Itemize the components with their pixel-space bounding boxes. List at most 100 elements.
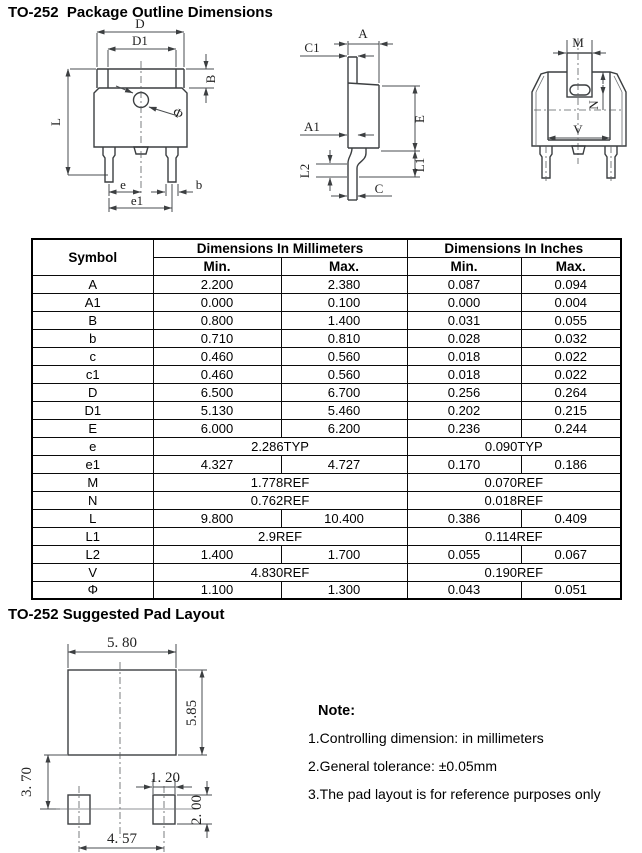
in-min-cell: 0.055: [406, 544, 522, 564]
mm-max-cell: 4.727: [280, 454, 408, 474]
pad-layout-title: TO-252 Suggested Pad Layout: [8, 606, 225, 623]
header-symbol: Symbol: [31, 238, 154, 276]
in-span-cell: 0.018REF: [406, 490, 622, 510]
dimensions-table: Symbol Dimensions In Millimeters Dimensi…: [31, 238, 623, 600]
symbol-cell: A: [31, 274, 154, 294]
symbol-cell: B: [31, 310, 154, 330]
symbol-cell: N: [31, 490, 154, 510]
in-max-cell: 0.055: [520, 310, 622, 330]
in-max-cell: 0.094: [520, 274, 622, 294]
in-max-cell: 0.032: [520, 328, 622, 348]
mm-max-cell: 6.700: [280, 382, 408, 402]
in-min-cell: 0.028: [406, 328, 522, 348]
mm-max-cell: 10.400: [280, 508, 408, 528]
mm-max-cell: 6.200: [280, 418, 408, 438]
mm-span-cell: 1.778REF: [152, 472, 408, 492]
in-max-cell: 0.244: [520, 418, 622, 438]
pad-dim-width: 5. 80: [107, 635, 137, 651]
mm-min-cell: 9.800: [152, 508, 282, 528]
front-view: D D1 Φ B L e e1: [48, 16, 218, 212]
dim-label-e1: e1: [131, 193, 143, 208]
mm-min-cell: 0.710: [152, 328, 282, 348]
mm-min-cell: 0.000: [152, 292, 282, 312]
dims-tbody: A 2.200 2.380 0.087 0.094 A1 0.000 0.100 0.000 0.…: [31, 274, 622, 600]
mm-span-cell: 2.286TYP: [152, 436, 408, 456]
table-row: L2 1.400 1.700 0.055 0.067: [31, 544, 622, 564]
mm-max-cell: 0.100: [280, 292, 408, 312]
page-title: TO-252 Package Outline Dimensions: [8, 4, 273, 21]
dim-label-A1: A1: [304, 119, 320, 134]
in-max-cell: 0.067: [520, 544, 622, 564]
in-min-cell: 0.386: [406, 508, 522, 528]
symbol-cell: D: [31, 382, 154, 402]
mm-max-cell: 1.400: [280, 310, 408, 330]
mm-min-cell: 0.460: [152, 364, 282, 384]
dim-label-B: B: [203, 74, 218, 83]
dim-label-N: N: [586, 100, 601, 110]
in-max-cell: 0.022: [520, 364, 622, 384]
in-min-cell: 0.031: [406, 310, 522, 330]
mm-min-cell: 1.400: [152, 544, 282, 564]
symbol-cell: M: [31, 472, 154, 492]
table-row: e 2.286TYP 0.090TYP: [31, 436, 622, 456]
table-row: Φ 1.100 1.300 0.043 0.051: [31, 580, 622, 600]
dim-label-phi: Φ: [171, 104, 186, 122]
table-header: Symbol Dimensions In Millimeters Dimensi…: [31, 238, 622, 276]
mm-max-cell: 0.560: [280, 364, 408, 384]
in-max-cell: 0.215: [520, 400, 622, 420]
in-max-cell: 0.051: [520, 580, 622, 600]
pad-dim-offset: 3. 70: [19, 767, 35, 797]
header-in-max: Max.: [520, 256, 622, 276]
symbol-cell: A1: [31, 292, 154, 312]
table-row: L 9.800 10.400 0.386 0.409: [31, 508, 622, 528]
dim-label-b: b: [196, 177, 203, 192]
notes-heading: Note:: [318, 703, 356, 719]
in-min-cell: 0.170: [406, 454, 522, 474]
mm-min-cell: 0.800: [152, 310, 282, 330]
header-mm-max: Max.: [280, 256, 408, 276]
mm-span-cell: 2.9REF: [152, 526, 408, 546]
package-outline-drawing: D D1 Φ B L e e1: [48, 16, 627, 212]
table-row: c 0.460 0.560 0.018 0.022: [31, 346, 622, 366]
table-row: V 4.830REF 0.190REF: [31, 562, 622, 582]
in-span-cell: 0.114REF: [406, 526, 622, 546]
mm-max-cell: 2.380: [280, 274, 408, 294]
in-min-cell: 0.087: [406, 274, 522, 294]
mm-min-cell: 1.100: [152, 580, 282, 600]
in-max-cell: 0.004: [520, 292, 622, 312]
in-min-cell: 0.043: [406, 580, 522, 600]
dim-label-D: D: [135, 16, 144, 31]
symbol-cell: V: [31, 562, 154, 582]
mm-span-cell: 4.830REF: [152, 562, 408, 582]
in-min-cell: 0.256: [406, 382, 522, 402]
side-view: A C1 A1 L2 E L1 C: [297, 26, 427, 201]
mm-min-cell: 4.327: [152, 454, 282, 474]
notes-list: 1.Controlling dimension: in millimeters 2…: [308, 730, 601, 802]
header-mm: Dimensions In Millimeters: [152, 238, 408, 258]
in-min-cell: 0.018: [406, 346, 522, 366]
mm-min-cell: 2.200: [152, 274, 282, 294]
dim-label-C1: C1: [304, 40, 319, 55]
pad-dim-pitch: 4. 57: [107, 831, 138, 847]
table-row: M 1.778REF 0.070REF: [31, 472, 622, 492]
table-row: A1 0.000 0.100 0.000 0.004: [31, 292, 622, 312]
dim-label-C: C: [375, 181, 384, 196]
mm-max-cell: 0.810: [280, 328, 408, 348]
note-item: 1.Controlling dimension: in millimeters: [308, 730, 544, 746]
symbol-cell: Φ: [31, 580, 154, 600]
mm-min-cell: 0.460: [152, 346, 282, 366]
in-min-cell: 0.018: [406, 364, 522, 384]
in-max-cell: 0.022: [520, 346, 622, 366]
dim-label-e: e: [120, 177, 126, 192]
header-in-min: Min.: [406, 256, 522, 276]
pad-dim-pad-height: 2. 00: [189, 795, 205, 825]
table-row: B 0.800 1.400 0.031 0.055: [31, 310, 622, 330]
symbol-cell: c: [31, 346, 154, 366]
mm-max-cell: 1.300: [280, 580, 408, 600]
dim-label-L1: L1: [412, 158, 427, 172]
in-max-cell: 0.264: [520, 382, 622, 402]
note-item: 2.General tolerance: ±0.05mm: [308, 758, 497, 774]
dim-label-L2: L2: [297, 164, 312, 178]
pad-dim-pad-width: 1. 20: [150, 770, 180, 786]
table-row: E 6.000 6.200 0.236 0.244: [31, 418, 622, 438]
